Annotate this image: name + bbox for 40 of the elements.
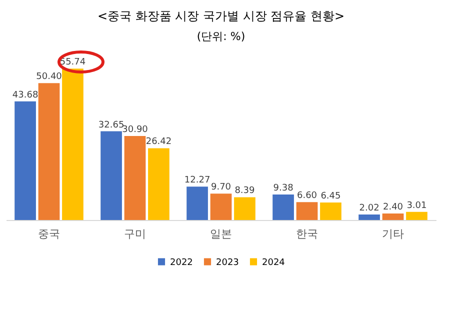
bar	[320, 202, 342, 220]
bar	[100, 131, 122, 220]
data-label: 32.65	[98, 120, 124, 130]
x-tick-label: 구미	[124, 228, 146, 240]
bar	[210, 194, 232, 220]
bar	[406, 212, 428, 220]
chart-title: <중국 화장품 시장 국가별 시장 점유율 현황>	[98, 9, 344, 23]
data-label: 3.01	[406, 200, 427, 211]
bar	[62, 68, 84, 220]
bar	[382, 213, 404, 220]
data-label: 12.27	[184, 176, 210, 186]
bar	[38, 83, 60, 220]
data-label: 43.68	[12, 90, 38, 100]
x-tick-label: 기타	[382, 228, 404, 240]
data-label: 8.39	[234, 186, 256, 196]
data-label: 2.40	[382, 202, 404, 212]
bar	[148, 148, 170, 220]
bar	[186, 186, 208, 220]
x-tick-label: 일본	[210, 228, 232, 240]
data-label: 50.40	[36, 72, 62, 82]
bar	[358, 214, 380, 220]
bar	[234, 197, 256, 220]
bar	[272, 194, 294, 220]
data-label: 26.42	[146, 137, 172, 148]
legend-label: 2022	[170, 258, 193, 268]
data-label: 6.60	[296, 191, 318, 202]
legend-label: 2024	[262, 258, 286, 268]
x-tick-label: 한국	[296, 228, 318, 240]
legend-label: 2023	[216, 258, 239, 268]
data-label: 9.70	[210, 182, 232, 193]
x-tick-label: 중국	[38, 228, 60, 240]
bar	[14, 101, 36, 220]
data-label: 6.45	[320, 191, 341, 202]
data-label: 2.02	[359, 204, 380, 214]
data-label: 30.90	[122, 125, 148, 136]
data-label: 9.38	[273, 184, 294, 194]
bar	[296, 202, 318, 220]
data-label: 55.74	[60, 58, 86, 68]
chart-subtitle: (단위: %)	[196, 30, 246, 43]
bar	[124, 136, 146, 220]
